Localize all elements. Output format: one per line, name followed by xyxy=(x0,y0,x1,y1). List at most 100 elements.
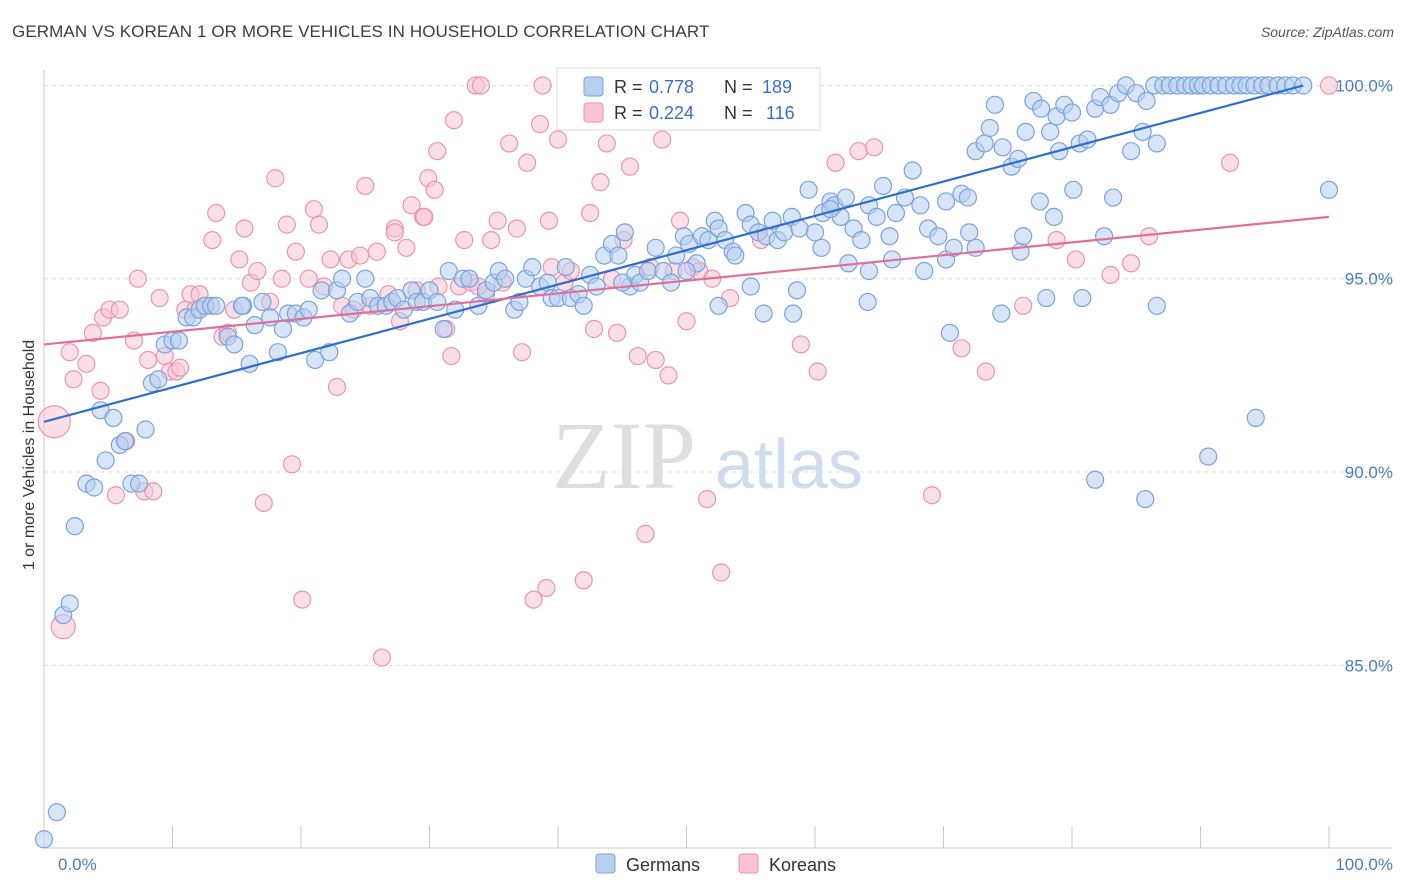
x-tick-label-max: 100.0% xyxy=(1335,855,1393,874)
german-r-value: 0.778 xyxy=(649,77,694,97)
data-point-germans xyxy=(646,238,665,257)
data-point-koreans xyxy=(309,215,329,234)
data-point-koreans xyxy=(37,405,71,439)
data-point-germans xyxy=(709,296,728,315)
data-point-germans xyxy=(104,408,123,428)
data-point-koreans xyxy=(524,590,543,609)
data-point-germans xyxy=(1032,99,1051,118)
data-point-koreans xyxy=(425,180,444,199)
data-point-koreans xyxy=(1319,76,1339,95)
data-point-germans xyxy=(874,176,893,196)
trend-line-germans xyxy=(43,84,1304,423)
series-legend: Germans Koreans xyxy=(595,853,836,875)
y-tick-label: 90.0% xyxy=(1345,463,1393,482)
data-point-germans xyxy=(1016,122,1035,141)
data-point-germans xyxy=(609,246,628,265)
data-point-koreans xyxy=(266,169,285,188)
data-point-koreans xyxy=(385,223,404,242)
data-point-koreans xyxy=(697,489,717,509)
data-point-koreans xyxy=(230,250,249,269)
data-point-germans xyxy=(1044,207,1064,226)
y-axis-title: 1 or more Vehicles in Household xyxy=(21,340,38,570)
data-point-germans xyxy=(940,323,960,342)
legend-swatch-koreans xyxy=(738,853,759,874)
data-point-germans xyxy=(268,343,287,362)
data-point-germans xyxy=(1104,188,1123,207)
data-point-koreans xyxy=(865,138,884,157)
watermark-atlas: atlas xyxy=(715,425,863,503)
data-point-koreans xyxy=(235,219,254,238)
data-point-germans xyxy=(867,207,886,226)
data-point-koreans xyxy=(712,563,731,582)
data-point-germans xyxy=(1073,288,1092,308)
data-point-koreans xyxy=(128,269,147,288)
data-point-koreans xyxy=(150,288,169,308)
data-point-germans xyxy=(232,296,251,315)
data-point-germans xyxy=(434,319,453,339)
data-point-koreans xyxy=(652,130,672,149)
x-axis-ticks xyxy=(43,826,1330,848)
data-point-koreans xyxy=(455,230,474,250)
data-point-koreans xyxy=(91,381,110,400)
data-point-koreans xyxy=(1220,153,1240,172)
data-point-koreans xyxy=(620,157,640,176)
data-point-germans xyxy=(903,161,922,180)
data-point-germans xyxy=(320,343,339,362)
data-point-koreans xyxy=(849,142,868,161)
data-point-koreans xyxy=(636,524,655,543)
data-point-germans xyxy=(980,118,999,138)
stats-legend-swatch-german xyxy=(583,76,604,97)
data-point-germans xyxy=(85,478,104,497)
data-point-koreans xyxy=(248,261,267,281)
data-point-germans xyxy=(356,269,375,288)
data-point-koreans xyxy=(826,153,845,172)
data-point-germans xyxy=(129,474,149,493)
data-point-koreans xyxy=(272,269,291,288)
data-point-germans xyxy=(944,238,963,257)
data-point-germans xyxy=(1147,296,1166,315)
source-label: Source: ZipAtlas.com xyxy=(1260,24,1394,40)
data-point-koreans xyxy=(106,486,126,505)
data-point-koreans xyxy=(282,455,302,474)
data-point-koreans xyxy=(533,76,552,95)
data-point-koreans xyxy=(1101,265,1120,284)
data-point-koreans xyxy=(60,343,79,362)
data-point-koreans xyxy=(327,377,347,397)
data-point-germans xyxy=(207,296,226,315)
data-point-koreans xyxy=(608,323,627,342)
watermark-zip: ZIP xyxy=(552,402,696,509)
data-point-germans xyxy=(1064,180,1083,199)
data-point-koreans xyxy=(512,343,532,362)
data-point-koreans xyxy=(659,366,678,385)
stats-legend-swatch-korean xyxy=(583,102,604,123)
data-point-germans xyxy=(966,238,985,257)
data-point-germans xyxy=(1086,470,1105,489)
data-point-koreans xyxy=(670,211,690,230)
data-point-koreans xyxy=(537,578,556,598)
data-point-germans xyxy=(985,95,1005,114)
data-point-koreans xyxy=(402,196,421,215)
data-point-germans xyxy=(240,354,259,373)
data-point-koreans xyxy=(584,319,604,339)
data-point-germans xyxy=(312,281,331,300)
legend-label-koreans: Koreans xyxy=(769,855,836,875)
data-point-germans xyxy=(47,803,66,822)
data-point-germans xyxy=(858,292,877,312)
data-point-koreans xyxy=(488,211,507,230)
data-point-germans xyxy=(975,134,994,153)
data-point-koreans xyxy=(203,230,222,250)
legend-swatch-germans xyxy=(595,853,616,874)
data-point-germans xyxy=(805,223,825,242)
data-point-koreans xyxy=(976,362,996,381)
data-point-germans xyxy=(852,230,871,250)
data-point-germans xyxy=(460,269,479,288)
data-point-koreans xyxy=(304,200,323,219)
data-point-germans xyxy=(859,261,879,281)
data-point-germans xyxy=(812,238,831,257)
y-tick-label: 95.0% xyxy=(1345,270,1393,289)
data-point-germans xyxy=(1095,227,1114,246)
data-point-koreans xyxy=(677,312,696,331)
data-point-germans xyxy=(65,517,84,536)
data-point-germans xyxy=(754,304,773,323)
